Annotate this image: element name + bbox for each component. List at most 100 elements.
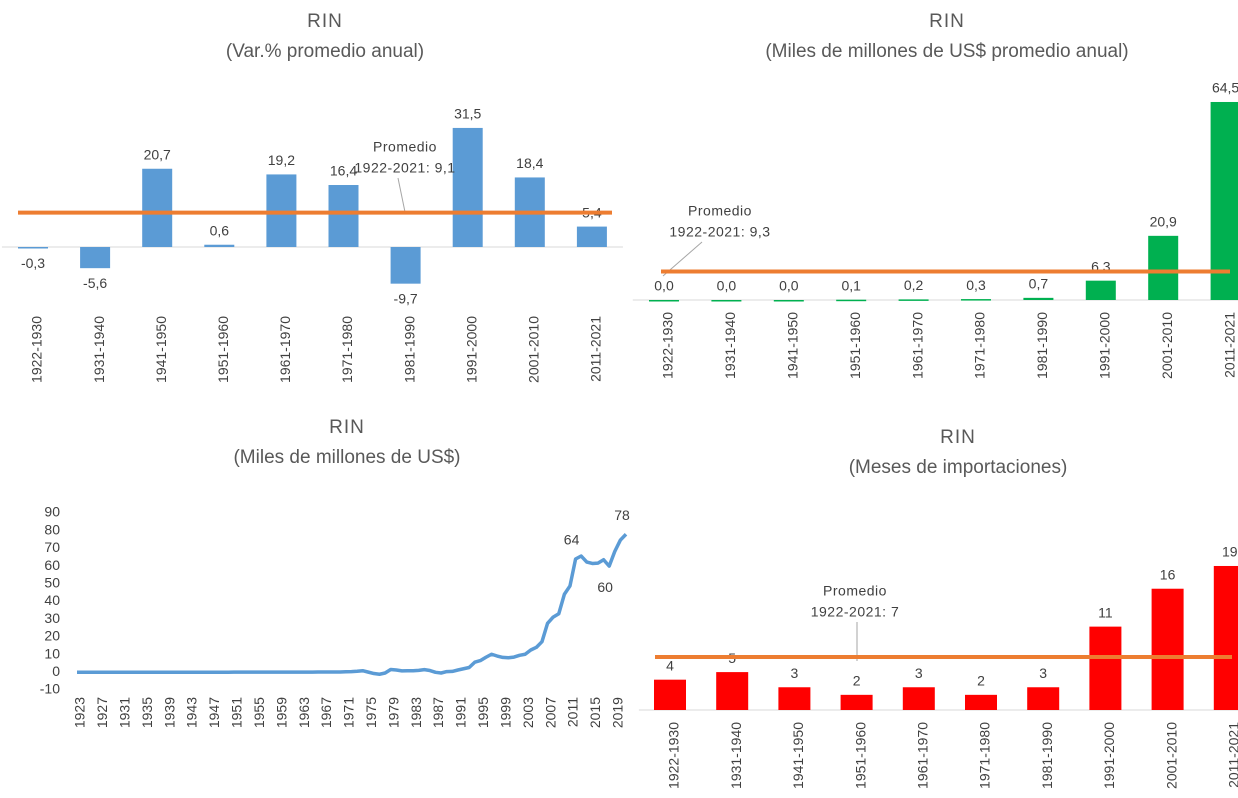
- data-label: 78: [614, 507, 630, 523]
- data-label: 0,1: [841, 277, 861, 293]
- x-tick-label: 1931-1940: [722, 312, 738, 379]
- bar: [1089, 626, 1122, 710]
- data-label: -0,3: [21, 255, 45, 271]
- x-tick-label: 1941-1950: [785, 312, 801, 379]
- bar: [649, 300, 679, 302]
- x-tick-label: 1999: [497, 697, 513, 728]
- data-label: 0,2: [904, 277, 924, 293]
- data-label: 19,2: [268, 152, 295, 168]
- x-tick-label: 2015: [587, 697, 603, 728]
- x-tick-label: 1922-1930: [666, 722, 682, 789]
- data-label: 4: [666, 657, 674, 673]
- data-label: 0,0: [654, 278, 674, 294]
- data-label: 3: [791, 665, 799, 681]
- annotation: 1922-2021: 7: [811, 604, 900, 620]
- x-tick-label: 1991-2000: [1101, 722, 1117, 789]
- x-tick-label: 1961-1970: [909, 312, 925, 379]
- bar: [716, 672, 749, 710]
- data-label: 19: [1222, 544, 1238, 560]
- x-tick-label: 1941-1950: [153, 316, 169, 383]
- data-label: 20,9: [1150, 214, 1177, 230]
- bar: [1085, 280, 1116, 300]
- chart-subtitle: (Meses de importaciones): [849, 457, 1068, 478]
- x-tick-label: 1991-2000: [463, 316, 479, 383]
- leader-line: [397, 177, 406, 213]
- x-tick-label: 1931-1940: [91, 316, 107, 383]
- x-tick-label: 1943: [184, 697, 200, 728]
- chart-subtitle: (Miles de millones de US$ promedio anual…: [765, 41, 1128, 62]
- bar: [142, 168, 173, 247]
- chart-title: RIN: [329, 417, 365, 438]
- y-tick-label: 0: [52, 663, 60, 679]
- bar: [898, 299, 929, 301]
- bar: [840, 694, 873, 710]
- x-tick-label: 1963: [296, 697, 312, 728]
- annotation: 1922-2021: 9,3: [669, 224, 770, 240]
- x-tick-label: 1922-1930: [660, 312, 676, 379]
- data-label: 16: [1160, 566, 1176, 582]
- x-tick-label: 2011-2021: [588, 316, 604, 382]
- data-label: 3: [1039, 665, 1047, 681]
- y-tick-label: 60: [44, 557, 60, 573]
- y-tick-label: 90: [44, 504, 60, 520]
- bar: [204, 244, 235, 247]
- x-tick-label: 2011: [565, 697, 581, 727]
- chart-subtitle: (Miles de millones de US$): [233, 447, 460, 468]
- data-label: 2: [977, 673, 985, 689]
- data-label: 0,6: [210, 222, 230, 238]
- x-tick-label: 2001-2010: [1159, 312, 1175, 379]
- data-label: 2: [853, 673, 861, 689]
- x-tick-label: 1971-1980: [339, 316, 355, 383]
- data-label: 0,7: [1029, 276, 1049, 292]
- x-tick-label: 2019: [609, 697, 625, 728]
- data-label: 0,0: [717, 278, 737, 294]
- x-tick-label: 1987: [430, 697, 446, 728]
- x-tick-label: 2011-2021: [1226, 722, 1238, 788]
- x-tick-label: 1951-1960: [852, 722, 868, 789]
- chart-subtitle: (Var.% promedio anual): [226, 41, 424, 62]
- bar: [576, 226, 607, 247]
- x-tick-label: 1939: [161, 697, 177, 728]
- chart-title: RIN: [307, 11, 343, 32]
- data-label: 60: [597, 579, 613, 595]
- data-label: 31,5: [454, 106, 481, 122]
- x-tick-label: 1935: [139, 697, 155, 728]
- data-label: 0,3: [966, 277, 986, 293]
- data-label: 11: [1098, 604, 1113, 620]
- y-tick-label: 70: [44, 539, 60, 555]
- x-tick-label: 1991-2000: [1097, 312, 1113, 379]
- bar: [328, 185, 359, 247]
- bar: [654, 679, 686, 710]
- bar: [1213, 565, 1238, 710]
- data-label: 0,0: [779, 278, 799, 294]
- x-tick-label: 1931-1940: [728, 722, 744, 789]
- x-tick-label: 1931: [117, 697, 133, 728]
- x-tick-label: 1959: [273, 697, 289, 728]
- x-tick-label: 1941-1950: [790, 722, 806, 789]
- x-tick-label: 2011-2021: [1221, 312, 1237, 378]
- x-tick-label: 1979: [385, 697, 401, 728]
- y-tick-label: 40: [44, 592, 60, 608]
- y-tick-label: 50: [44, 575, 60, 591]
- bar: [711, 300, 742, 302]
- x-tick-label: 1981-1990: [1039, 722, 1055, 789]
- annotation: 1922-2021: 9,1: [354, 160, 455, 176]
- data-label: 64,5: [1212, 80, 1238, 96]
- x-tick-label: 1971: [341, 697, 357, 728]
- annotation: Promedio: [688, 203, 752, 219]
- x-tick-label: 1951: [229, 697, 245, 728]
- data-label: 16,4: [330, 163, 357, 179]
- x-tick-label: 1981-1990: [1034, 312, 1050, 379]
- x-tick-label: 1991: [453, 697, 469, 728]
- line: [77, 533, 628, 676]
- annotation: Promedio: [823, 583, 887, 599]
- x-tick-label: 1995: [475, 697, 491, 728]
- x-tick-label: 1981-1990: [401, 316, 417, 383]
- y-tick-label: 80: [44, 521, 60, 537]
- annotation: Promedio: [373, 139, 437, 155]
- bar: [1151, 588, 1184, 710]
- data-label: 3: [915, 665, 923, 681]
- x-tick-label: 1955: [251, 697, 267, 728]
- data-label: -5,6: [83, 275, 107, 291]
- x-tick-label: 1951-1960: [847, 312, 863, 379]
